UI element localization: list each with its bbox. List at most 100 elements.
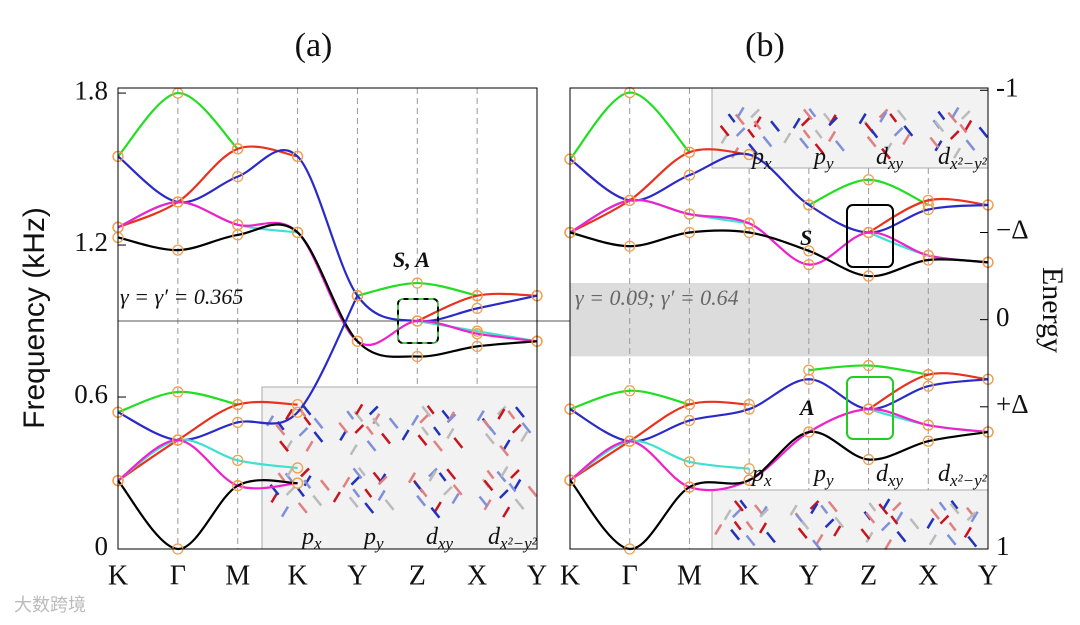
annotation: S xyxy=(800,225,812,250)
simulation-marker xyxy=(232,398,244,411)
inset-label: py xyxy=(362,524,384,553)
x-tick-label: Y xyxy=(527,560,547,591)
x-tick-label: M xyxy=(677,560,702,591)
inset-molecule xyxy=(332,491,341,503)
inset-molecule xyxy=(808,108,817,118)
overlay-layer: K Γ M K Y Z X Y00.61.21.8(a)Frequency (kHz)K Γ M K… xyxy=(14,27,1069,616)
inset-molecule xyxy=(499,489,509,499)
inset-molecule xyxy=(352,467,363,480)
simulation-marker xyxy=(232,229,244,241)
inset-molecule xyxy=(834,516,845,529)
inset-molecule xyxy=(783,132,792,144)
inset-molecule xyxy=(521,422,532,434)
inset-molecule xyxy=(800,116,811,127)
inset-molecule xyxy=(377,475,388,486)
inset-molecule xyxy=(313,417,324,430)
band-line xyxy=(569,389,690,411)
inset-label-sub: x²−y² xyxy=(949,154,988,173)
simulation-marker xyxy=(683,169,696,181)
y-tick-label: 1 xyxy=(996,531,1010,561)
band-line xyxy=(117,295,359,442)
inset-molecule xyxy=(884,142,893,154)
inset-molecule xyxy=(860,528,871,540)
simulation-marker xyxy=(471,290,483,302)
simulation-marker xyxy=(471,302,483,315)
band-line xyxy=(117,479,298,551)
band-line xyxy=(808,178,929,206)
inset-label-base: p xyxy=(300,524,314,550)
x-tick-label: Y xyxy=(978,560,998,591)
inset-molecule xyxy=(881,147,891,160)
inset-molecule xyxy=(950,500,959,510)
inset-molecule xyxy=(349,444,358,456)
simulation-marker xyxy=(803,245,815,257)
inset-molecule xyxy=(446,468,457,480)
inset-molecule xyxy=(438,472,447,482)
y-tick-label: 1.2 xyxy=(74,227,108,257)
band-line xyxy=(569,148,750,234)
inset-molecule xyxy=(745,534,756,547)
inset-molecule xyxy=(745,520,754,531)
inset-molecule xyxy=(947,111,958,124)
y-tick-label: -1 xyxy=(996,72,1019,102)
inset-label-base: d xyxy=(876,461,889,487)
simulation-marker xyxy=(922,419,934,431)
x-tick-label: K xyxy=(287,560,307,591)
simulation-marker xyxy=(743,463,755,475)
y2-axis-label: Energy xyxy=(1036,267,1069,353)
inset-molecule xyxy=(896,109,907,121)
inset-label: dx²−y² xyxy=(488,524,538,553)
inset-molecule xyxy=(878,503,889,515)
inset-molecule xyxy=(930,508,940,520)
inset-molecule xyxy=(759,508,770,518)
inset-molecule xyxy=(723,509,732,521)
inset-molecule xyxy=(827,130,837,143)
inset-molecule xyxy=(731,508,742,519)
simulation-marker xyxy=(683,481,696,493)
inset-label-base: p xyxy=(750,144,764,170)
band-line xyxy=(117,91,239,158)
inset-label-base: p xyxy=(812,461,826,487)
inset-molecule xyxy=(858,113,867,125)
inset-label-sub: xy xyxy=(887,471,904,490)
inset-molecule xyxy=(758,522,768,534)
inset-molecule xyxy=(388,417,399,429)
inset-label-sub: x²−y² xyxy=(949,471,988,490)
simulation-marker xyxy=(232,480,244,492)
inset-molecule xyxy=(419,413,430,424)
inset-molecule xyxy=(747,128,756,139)
inset-molecule xyxy=(810,502,819,515)
inset-molecule xyxy=(496,405,507,416)
inset-label: py xyxy=(812,144,834,173)
inset-molecule xyxy=(277,472,286,482)
panel-title: (a) xyxy=(295,27,333,64)
inset-molecule xyxy=(902,133,911,146)
simulation-marker xyxy=(471,328,483,340)
simulation-marker xyxy=(683,398,696,411)
inset-molecule xyxy=(428,470,437,482)
inset-molecule xyxy=(714,523,723,536)
inset-molecule xyxy=(432,440,443,452)
simulation-marker xyxy=(922,380,934,392)
inset-molecule xyxy=(285,408,294,421)
inset-molecule xyxy=(384,499,395,511)
inset-molecule xyxy=(739,499,748,510)
annotation: A xyxy=(798,395,815,420)
inset-molecule xyxy=(507,410,516,420)
inset-molecule xyxy=(433,426,442,436)
inset-molecule xyxy=(350,475,361,486)
simulation-marker xyxy=(862,174,875,186)
inset-molecule xyxy=(296,487,305,498)
inset-label-sub: y xyxy=(824,154,834,173)
inset-molecule xyxy=(410,414,420,426)
inset-molecule xyxy=(802,129,811,139)
inset-molecule xyxy=(514,498,525,510)
simulation-marker xyxy=(922,435,934,447)
x-tick-label: Γ xyxy=(622,560,638,591)
inset-label: px xyxy=(300,524,322,553)
annotation: γ = γ′ = 0.365 xyxy=(120,284,243,309)
inset-molecule xyxy=(870,128,879,139)
simulation-marker xyxy=(291,406,304,418)
inset-molecule xyxy=(736,106,745,118)
band-line xyxy=(808,364,929,376)
